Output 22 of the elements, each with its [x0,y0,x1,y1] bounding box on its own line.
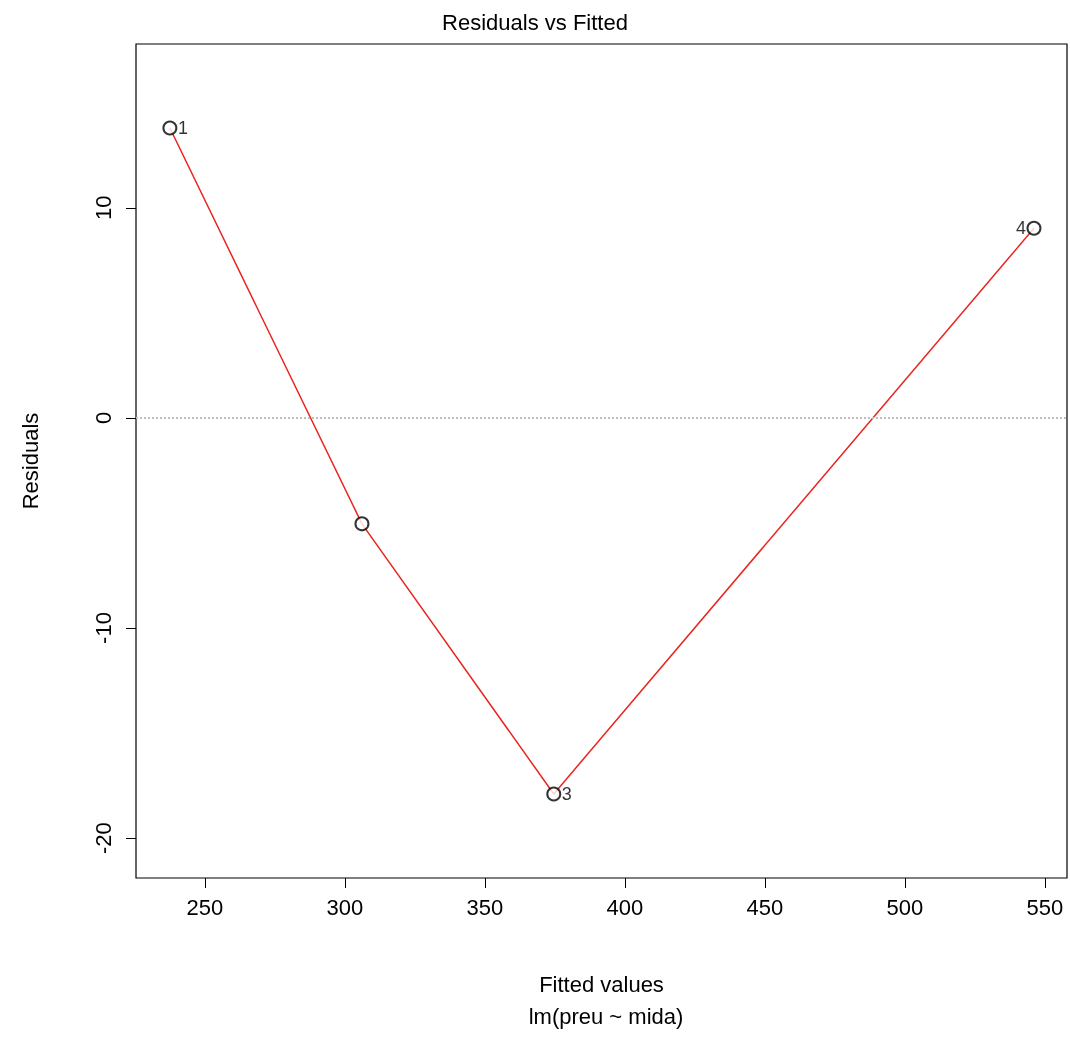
x-tick-label: 250 [186,894,224,920]
point [162,120,178,136]
y-axis-title: Residuals [17,412,43,510]
x-tick-label: 350 [466,894,504,920]
x-tick-label: 300 [326,894,364,920]
point [1026,220,1042,236]
x-tick-label: 400 [606,894,644,920]
x-tick-label: 450 [746,894,784,920]
text: lm(preu ~ mida) [528,1003,684,1029]
y-tick-label: 0 [90,411,116,425]
annotation: 4 [1015,218,1026,239]
y-tick-label: 10 [90,195,116,221]
annotation: 1 [177,118,188,139]
point [546,786,562,802]
chart-title: Residuals vs Fitted [442,9,628,35]
x-tick-label: 500 [886,894,924,920]
y-tick-label: -20 [90,822,116,854]
x-tick-label: 550 [1026,894,1064,920]
y-tick-label: -10 [90,612,116,644]
point [354,516,370,532]
x-axis-title: Fitted values [539,971,664,997]
annotation: 3 [561,783,572,804]
